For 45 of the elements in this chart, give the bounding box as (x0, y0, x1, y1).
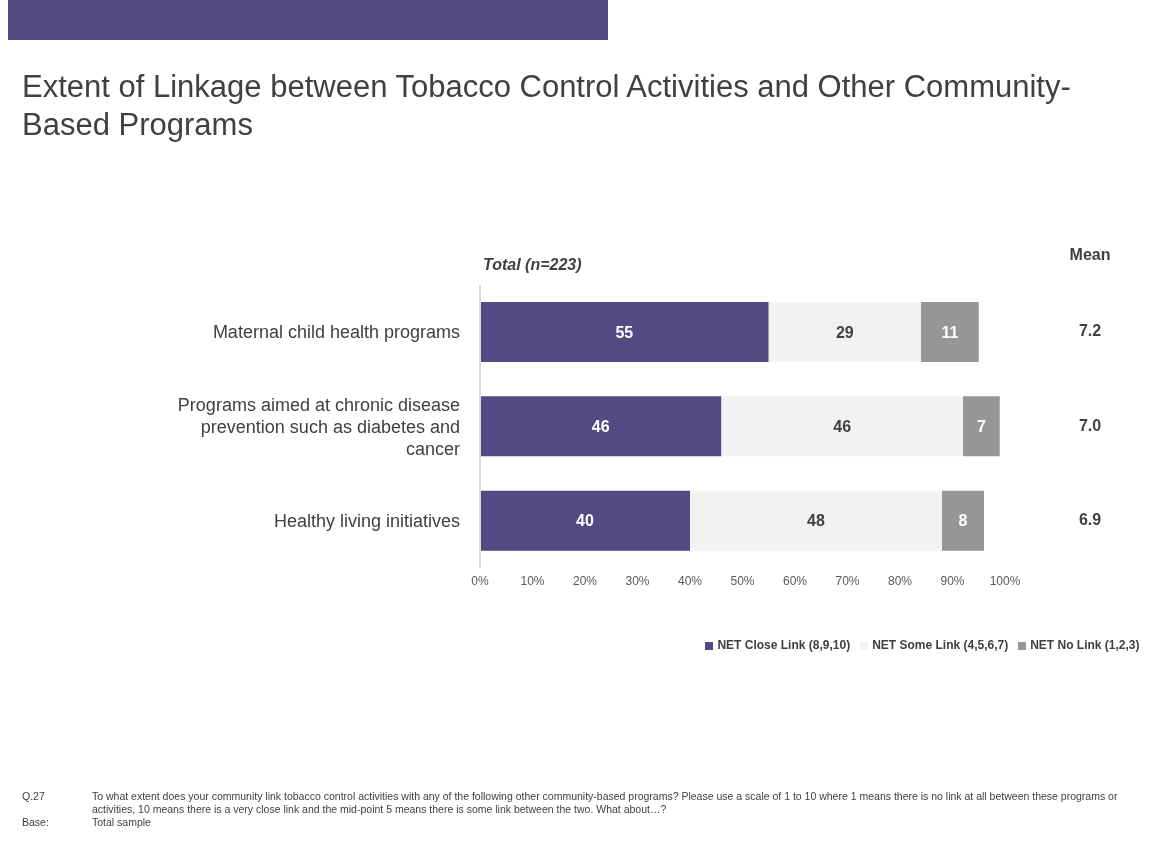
x-tick-label: 20% (572, 573, 598, 588)
text: To what extent does your community link tobacco control activities with any of the following other community-based programs? Please use a scale of 1 to 10 where 1 means there is no link at all between these programs or activities, 10 means there is a very close link and the mid-point 5 means there is some link between the two. What about…? (92, 790, 1119, 816)
chart-title: Extent of Linkage between Tobacco Control Activities and Other Community-Based Programs (22, 68, 1072, 144)
bar (480, 396, 722, 457)
bar (768, 301, 921, 362)
text: Total sample (92, 816, 151, 829)
x-tick-label: 80% (887, 573, 913, 588)
data-label: 48 (807, 512, 825, 530)
legend-label: NET No Link (1,2,3) (1030, 638, 1140, 652)
y-tick-label: Programs aimed at chronic disease prevention such as diabetes and cancer (177, 394, 460, 459)
x-tick-label: 30% (625, 573, 650, 588)
bar (690, 490, 942, 551)
x-tick-label: 70% (835, 573, 860, 588)
data-label: 40 (576, 512, 594, 530)
text: Base: (22, 816, 50, 829)
x-tick-label: 60% (782, 573, 808, 588)
text: 7.0 (1077, 416, 1103, 435)
bar (480, 490, 690, 551)
text: 7.2 (1077, 322, 1103, 341)
x-tick-label: 90% (940, 573, 965, 588)
data-label: 11 (941, 323, 959, 341)
data-label: 29 (835, 323, 854, 341)
x-tick-label: 40% (677, 573, 703, 588)
data-label: 46 (591, 417, 610, 435)
x-tick-label: 50% (730, 573, 755, 588)
bar (480, 301, 769, 362)
data-label: 8 (958, 512, 968, 530)
legend-label: NET Close Link (8,9,10) (717, 638, 851, 652)
text: Total (n=223) (483, 256, 582, 274)
bar (721, 396, 963, 457)
data-label: 46 (833, 417, 852, 435)
bar (963, 396, 1000, 457)
y-tick-label: Healthy living initiatives (273, 511, 460, 532)
x-tick-label: 100% (989, 573, 1021, 588)
legend-label: NET Some Link (4,5,6,7) (872, 638, 1009, 652)
text: Q.27 (22, 790, 46, 804)
bar (942, 490, 984, 551)
x-tick-label: 10% (520, 573, 545, 588)
x-tick-label: 0% (471, 573, 489, 588)
bar (921, 301, 979, 362)
data-label: 7 (976, 417, 986, 435)
text: 6.9 (1077, 510, 1103, 529)
y-tick-label: Maternal child health programs (212, 322, 460, 343)
text: Mean (1068, 246, 1112, 264)
data-label: 55 (615, 323, 634, 341)
